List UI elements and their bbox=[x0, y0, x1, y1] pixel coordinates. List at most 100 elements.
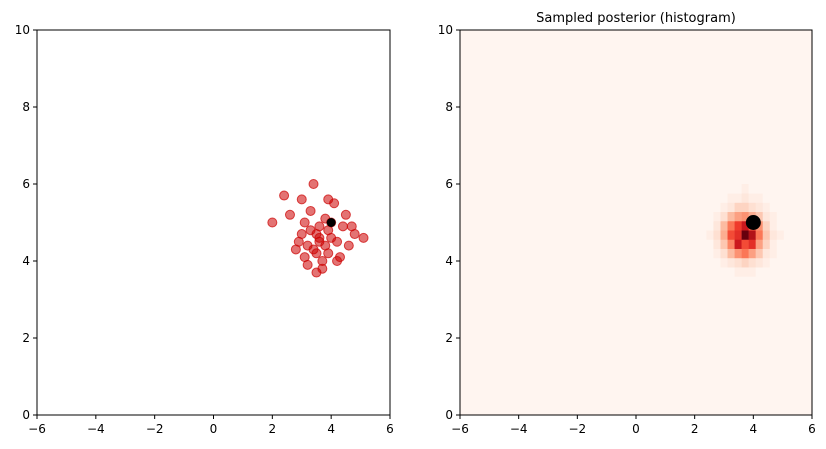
heatmap-cell bbox=[755, 193, 764, 203]
heatmap-cell bbox=[783, 267, 792, 277]
scatter-point bbox=[340, 209, 351, 220]
heatmap-cell bbox=[734, 220, 742, 231]
heatmap-cell bbox=[706, 239, 714, 249]
heatmap-cell bbox=[783, 230, 792, 240]
heatmap-cell bbox=[720, 267, 728, 277]
scatter-point bbox=[337, 221, 348, 232]
scatter-point bbox=[299, 252, 310, 263]
heatmap-cell bbox=[762, 184, 771, 194]
heatmap-cell bbox=[706, 257, 714, 268]
heatmap-cell bbox=[706, 248, 714, 259]
heatmap-cell bbox=[706, 211, 714, 222]
heatmap-cell bbox=[783, 239, 792, 249]
heatmap-cell bbox=[734, 248, 742, 259]
heatmap-cell bbox=[776, 239, 785, 249]
heatmap-cell bbox=[769, 267, 778, 277]
heatmap-cell bbox=[720, 230, 728, 240]
heatmap-cell bbox=[776, 202, 785, 213]
heatmap-cell bbox=[776, 184, 785, 194]
y-tick-label: 10 bbox=[15, 23, 30, 37]
heatmap-cell bbox=[713, 211, 721, 222]
heatmap-cell bbox=[713, 184, 721, 194]
heatmap-cell bbox=[755, 184, 764, 194]
x-tick-label: −6 bbox=[451, 422, 469, 436]
heatmap-cell bbox=[769, 193, 778, 203]
heatmap-cell bbox=[776, 267, 785, 277]
heatmap-cell bbox=[755, 239, 764, 249]
heatmap-cell bbox=[734, 239, 742, 249]
heatmap-cell bbox=[741, 248, 749, 259]
heatmap-cell bbox=[713, 267, 721, 277]
heatmap-cell bbox=[755, 211, 764, 222]
x-tick-label: 6 bbox=[386, 422, 394, 436]
scatter-point bbox=[311, 267, 322, 278]
heatmap-cell bbox=[748, 202, 756, 213]
heatmap-cell bbox=[734, 184, 742, 194]
heatmap-cell bbox=[776, 193, 785, 203]
heatmap-cell bbox=[706, 193, 714, 203]
heatmap-cell bbox=[783, 220, 792, 231]
true-point bbox=[745, 215, 761, 230]
heatmap-cell bbox=[727, 248, 735, 259]
heatmap-cell bbox=[762, 257, 771, 268]
scatter-point bbox=[308, 179, 319, 189]
y-tick-label: 8 bbox=[22, 100, 30, 114]
scatter-point bbox=[296, 194, 307, 205]
y-tick-label: 4 bbox=[445, 254, 453, 268]
heatmap-cell bbox=[762, 267, 771, 277]
scatter-point bbox=[343, 240, 354, 251]
heatmap-cell bbox=[748, 239, 756, 249]
heatmap-cell bbox=[769, 184, 778, 194]
heatmap-cell bbox=[727, 230, 735, 240]
x-tick-label: 2 bbox=[691, 422, 699, 436]
heatmap-cell bbox=[769, 239, 778, 249]
heatmap-cell bbox=[748, 230, 756, 240]
heatmap-cell bbox=[713, 230, 721, 240]
scatter-point bbox=[293, 236, 304, 247]
heatmap-cell bbox=[762, 230, 771, 240]
y-tick-label: 4 bbox=[22, 254, 30, 268]
scatter-point bbox=[305, 205, 316, 216]
scatter-point bbox=[308, 244, 319, 255]
scatter-point bbox=[299, 217, 310, 228]
heatmap-cell bbox=[713, 248, 721, 259]
heatmap-cell bbox=[762, 248, 771, 259]
x-tick-label: −4 bbox=[87, 422, 105, 436]
heatmap-cell bbox=[741, 184, 749, 194]
heatmap-cell bbox=[769, 211, 778, 222]
heatmap-cell bbox=[741, 230, 749, 240]
heatmap-cell bbox=[713, 257, 721, 268]
heatmap-cell bbox=[727, 239, 735, 249]
heatmap-cell bbox=[720, 248, 728, 259]
heatmap-cell bbox=[720, 211, 728, 222]
heatmap-cell bbox=[727, 267, 735, 277]
heatmap-cell bbox=[734, 211, 742, 222]
heatmap-cell bbox=[769, 202, 778, 213]
heatmap-cell bbox=[783, 248, 792, 259]
scatter-point bbox=[346, 221, 357, 232]
x-tick-label: 4 bbox=[327, 422, 335, 436]
heatmap-cell bbox=[727, 257, 735, 268]
x-tick-label: 6 bbox=[808, 422, 816, 436]
heatmap-cell bbox=[755, 230, 764, 240]
heatmap-cell bbox=[706, 230, 714, 240]
heatmap-cell bbox=[727, 184, 735, 194]
heatmap-cell bbox=[741, 257, 749, 268]
heatmap-cell bbox=[727, 211, 735, 222]
heatmap-cell bbox=[769, 257, 778, 268]
heatmap-cell bbox=[769, 220, 778, 231]
heatmap-cell bbox=[776, 211, 785, 222]
heatmap-cell bbox=[734, 193, 742, 203]
heatmap-cell bbox=[748, 184, 756, 194]
heatmap-cell bbox=[741, 267, 749, 277]
heatmap-cell bbox=[741, 220, 749, 231]
x-tick-label: −6 bbox=[28, 422, 46, 436]
heatmap-cell bbox=[706, 202, 714, 213]
y-tick-label: 0 bbox=[445, 408, 453, 422]
heatmap-cell bbox=[748, 267, 756, 277]
true-point bbox=[326, 218, 336, 227]
x-tick-label: −2 bbox=[568, 422, 586, 436]
scatter-point bbox=[326, 232, 337, 243]
heatmap-cell bbox=[720, 257, 728, 268]
